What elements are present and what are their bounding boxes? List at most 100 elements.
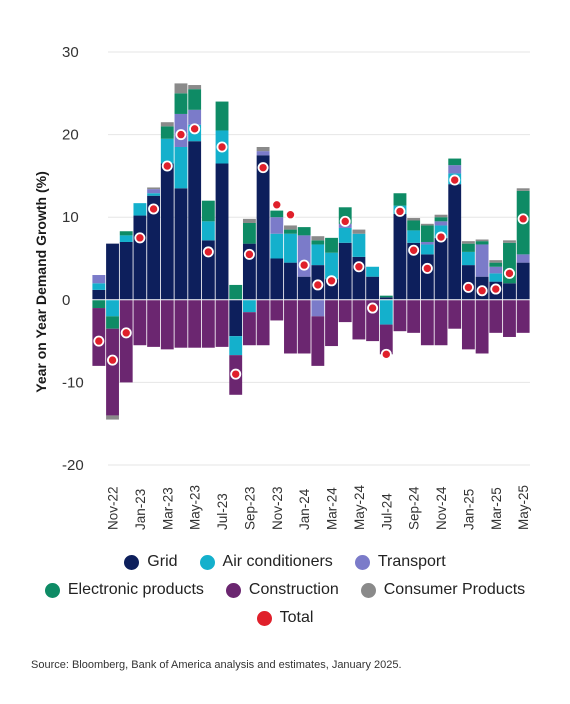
x-tick-label: Sep-23 <box>242 486 257 530</box>
bar-segment <box>461 251 475 266</box>
x-tick-label: Mar-24 <box>325 487 340 530</box>
bar-segment <box>188 109 202 125</box>
x-tick-label: Jul-23 <box>215 493 230 530</box>
y-axis-ticks: -20 -10 0 10 20 30 <box>62 44 84 474</box>
bar-segment <box>516 299 530 333</box>
bar-segment <box>188 299 202 348</box>
bar-segment <box>461 241 475 244</box>
bar-segment <box>338 299 352 323</box>
bar-segment <box>352 229 366 234</box>
legend-row-1: Grid Air conditioners Transport <box>0 548 570 576</box>
bar-segment <box>284 233 297 263</box>
bar-segment <box>270 299 284 321</box>
legend-row-3: Total <box>0 604 570 632</box>
bar-segment <box>270 217 284 234</box>
bar-segment <box>119 235 133 242</box>
bar-segment <box>92 275 106 284</box>
total-point <box>257 162 269 174</box>
bar-segment <box>489 266 503 274</box>
bar-segment <box>160 122 174 127</box>
bar-segment <box>92 299 106 309</box>
x-tick-label: Nov-23 <box>270 486 285 530</box>
bar-segment <box>270 233 284 259</box>
bar-segment <box>256 299 270 346</box>
bar-segment <box>338 227 352 243</box>
total-point <box>120 327 132 339</box>
total-markers <box>93 123 529 380</box>
bar-segment <box>325 299 338 347</box>
bar-segment <box>256 151 270 156</box>
total-point <box>326 275 338 287</box>
bars <box>92 83 530 420</box>
total-point <box>435 231 447 243</box>
bar-segment <box>407 218 421 221</box>
bar-segment <box>284 262 297 300</box>
x-tick-label: Jan-24 <box>297 488 312 530</box>
total-point <box>503 267 515 279</box>
bar-segment <box>188 85 202 90</box>
bar-segment <box>503 283 516 300</box>
bar-segment <box>215 101 229 131</box>
bar-segment <box>106 299 119 317</box>
bar-segment <box>270 210 284 218</box>
bar-segment <box>379 297 393 300</box>
bar-segment <box>160 299 174 350</box>
legend-label-air-conditioners: Air conditioners <box>222 553 333 570</box>
bar-segment <box>201 221 215 241</box>
bar-segment <box>407 242 421 300</box>
bar-segment <box>379 324 393 355</box>
bar-segment <box>119 231 133 236</box>
y-tick-label: 20 <box>62 127 79 144</box>
bar-segment <box>284 225 297 230</box>
total-point <box>134 232 146 244</box>
legend-label-transport: Transport <box>377 553 446 570</box>
legend-item-consumer-products: Consumer Products <box>360 581 526 599</box>
bar-segment <box>297 227 311 236</box>
bar-segment <box>475 244 489 277</box>
legend-swatch-air-conditioners <box>199 554 215 570</box>
bar-segment <box>106 316 119 329</box>
bar-segment <box>325 252 338 280</box>
bar-segment <box>489 299 503 333</box>
legend-item-air-conditioners: Air conditioners <box>199 553 333 571</box>
bar-segment <box>420 225 434 242</box>
bar-segment <box>448 299 462 329</box>
bar-segment <box>516 188 530 191</box>
total-point <box>175 129 187 141</box>
legend-row-2: Electronic products Construction Consume… <box>0 576 570 604</box>
bar-segment <box>229 284 243 300</box>
bar-segment <box>160 163 174 300</box>
legend-label-consumer-products: Consumer Products <box>383 581 526 598</box>
bar-segment <box>229 336 243 356</box>
bar-segment <box>434 221 448 226</box>
bar-segment <box>256 155 270 300</box>
bar-segment <box>160 138 174 164</box>
bar-segment <box>311 316 325 366</box>
bar-segment <box>297 276 311 300</box>
x-tick-label: Jan-25 <box>461 489 476 530</box>
bar-segment <box>325 237 338 253</box>
bar-segment <box>434 299 448 346</box>
chart: -20 -10 0 10 20 30 Nov-22 Jan-23 Mar-23 May-23 Ju… <box>33 44 532 530</box>
bar-segment <box>366 276 380 300</box>
total-point <box>476 285 488 297</box>
bar-segment <box>106 415 119 420</box>
bar-segment <box>434 237 448 300</box>
x-tick-label: May-25 <box>516 485 531 530</box>
bar-segment <box>174 146 188 189</box>
bar-segment <box>147 187 161 190</box>
x-axis-ticks: Nov-22 Jan-23 Mar-23 May-23 Jul-23 Sep-23 Nov-… <box>106 484 532 530</box>
total-point <box>312 279 324 291</box>
total-point <box>107 354 119 366</box>
total-point <box>284 209 296 221</box>
bar-segment <box>516 262 530 300</box>
total-point <box>380 348 392 360</box>
bar-segment <box>393 193 407 206</box>
total-point <box>421 262 433 274</box>
bar-segment <box>366 266 380 277</box>
legend-label-grid: Grid <box>147 553 178 570</box>
bar-segment <box>461 243 475 252</box>
bar-segment <box>489 262 503 267</box>
bar-segment <box>147 189 161 194</box>
legend-label-electronic-products: Electronic products <box>67 581 204 598</box>
